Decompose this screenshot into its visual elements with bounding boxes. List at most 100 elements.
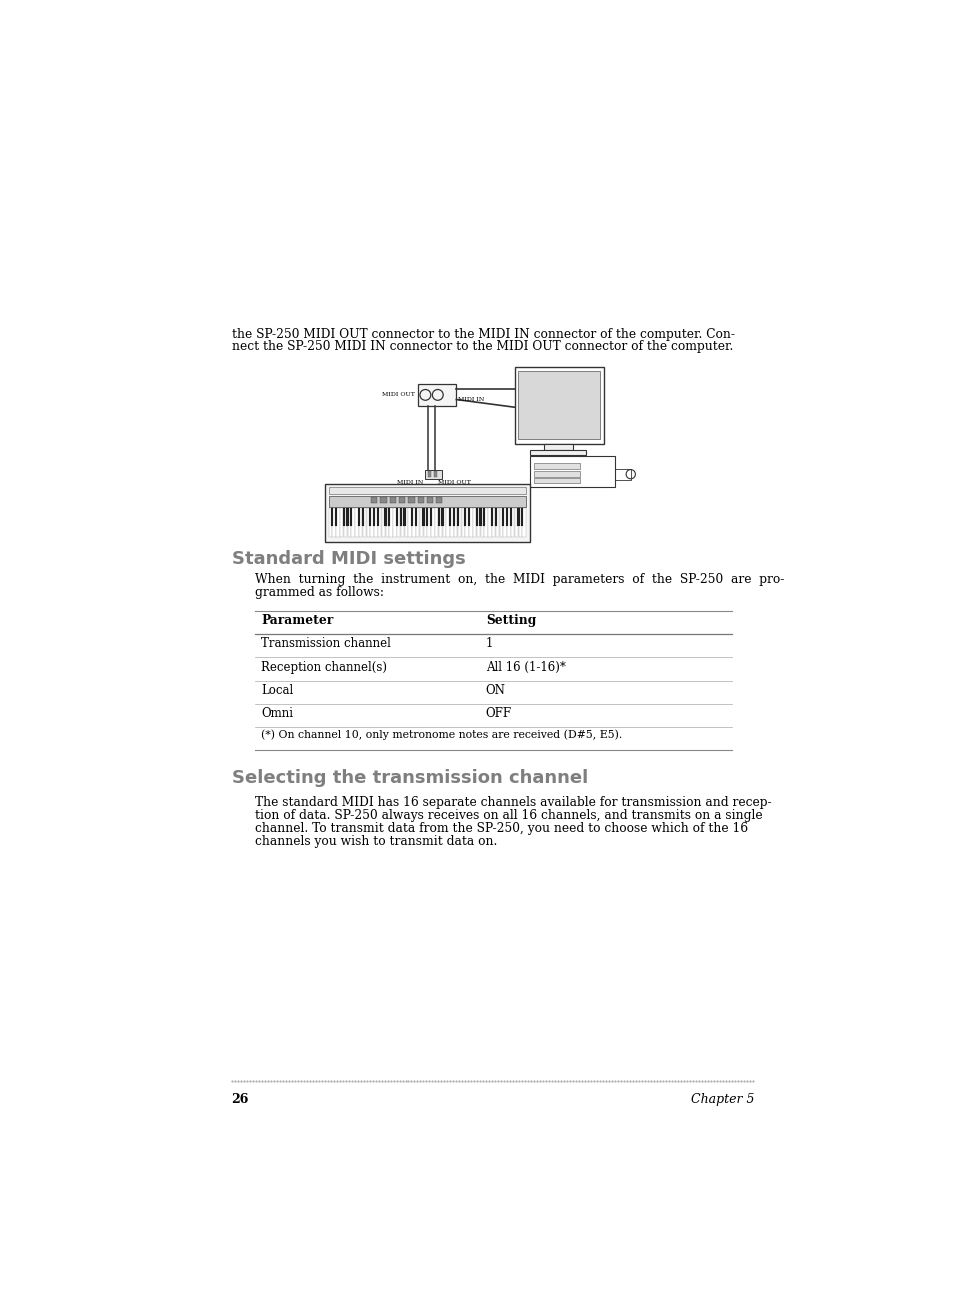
Bar — [517, 371, 599, 438]
Bar — [488, 508, 491, 538]
Bar — [385, 508, 389, 538]
Bar — [366, 508, 370, 538]
Bar — [381, 508, 385, 538]
Bar — [437, 508, 439, 526]
Bar — [396, 508, 400, 538]
Bar — [411, 508, 413, 526]
Bar — [503, 508, 506, 538]
Bar — [422, 508, 424, 526]
Bar — [361, 508, 363, 526]
Text: MIDI OUT: MIDI OUT — [437, 480, 470, 484]
Bar — [494, 508, 497, 526]
Bar — [377, 508, 381, 538]
Text: tion of data. SP-250 always receives on all 16 channels, and transmits on a sing: tion of data. SP-250 always receives on … — [254, 810, 761, 823]
Text: MIDI IN: MIDI IN — [396, 480, 422, 484]
Bar — [453, 508, 455, 526]
Text: MIDI IN: MIDI IN — [457, 398, 484, 402]
Bar — [479, 508, 481, 526]
Text: ON: ON — [485, 684, 505, 697]
Text: Parameter: Parameter — [261, 615, 333, 628]
Bar — [434, 471, 436, 477]
Bar — [476, 508, 479, 538]
Bar — [534, 471, 579, 476]
Bar — [371, 497, 377, 504]
Bar — [380, 497, 386, 504]
Bar — [342, 508, 344, 526]
Text: Local: Local — [261, 684, 293, 697]
Bar — [384, 508, 386, 526]
Text: 26: 26 — [232, 1092, 249, 1105]
Bar — [427, 471, 431, 477]
Bar — [507, 508, 510, 538]
Bar — [373, 508, 375, 526]
Text: MIDI OUT: MIDI OUT — [382, 392, 415, 398]
Bar — [412, 508, 416, 538]
Bar — [490, 508, 493, 526]
Bar — [515, 508, 517, 538]
Bar — [424, 470, 441, 479]
Bar — [476, 508, 477, 526]
Bar — [438, 508, 441, 538]
Text: OFF: OFF — [485, 706, 512, 719]
Bar — [417, 385, 456, 405]
Bar — [496, 508, 498, 538]
Bar — [423, 508, 427, 538]
Bar — [416, 508, 419, 538]
Text: 1: 1 — [485, 637, 493, 650]
Bar — [518, 508, 521, 538]
Bar — [399, 508, 401, 526]
Bar — [408, 497, 415, 504]
Bar — [441, 508, 443, 526]
Text: channel. To transmit data from the SP-250, you need to choose which of the 16: channel. To transmit data from the SP-25… — [254, 823, 747, 836]
Bar — [457, 508, 460, 538]
Bar — [464, 508, 466, 526]
Bar — [461, 508, 464, 538]
Bar — [388, 508, 390, 526]
Bar — [347, 508, 351, 538]
Text: Standard MIDI settings: Standard MIDI settings — [232, 549, 465, 568]
Bar — [355, 508, 358, 538]
Bar — [465, 508, 468, 538]
Text: The standard MIDI has 16 separate channels available for transmission and recep-: The standard MIDI has 16 separate channe… — [254, 797, 771, 810]
Bar — [520, 508, 523, 526]
Text: (*) On channel 10, only metronome notes are received (D#5, E5).: (*) On channel 10, only metronome notes … — [261, 730, 621, 740]
Bar — [339, 508, 343, 538]
Bar — [395, 508, 397, 526]
Bar — [517, 508, 519, 526]
Text: Setting: Setting — [485, 615, 536, 628]
Bar — [483, 508, 485, 526]
Bar — [404, 508, 408, 538]
Text: grammed as follows:: grammed as follows: — [254, 586, 383, 599]
Bar — [389, 508, 393, 538]
Bar — [376, 508, 378, 526]
Bar — [473, 508, 476, 538]
Bar — [419, 508, 423, 538]
Bar — [456, 508, 458, 526]
Bar — [324, 484, 530, 542]
Bar — [332, 508, 335, 538]
Bar — [450, 508, 453, 538]
Bar — [514, 368, 603, 445]
Bar — [436, 497, 442, 504]
Text: Transmission channel: Transmission channel — [261, 637, 391, 650]
Bar — [499, 508, 502, 538]
Bar — [442, 508, 445, 538]
Bar — [511, 508, 514, 538]
Bar — [403, 508, 405, 526]
Bar — [431, 508, 434, 538]
Bar — [484, 508, 487, 538]
Bar — [435, 508, 437, 538]
Bar — [369, 508, 371, 526]
Bar — [390, 497, 395, 504]
Text: nect the SP-250 MIDI IN connector to the MIDI OUT connector of the computer.: nect the SP-250 MIDI IN connector to the… — [232, 340, 732, 353]
Bar — [430, 508, 432, 526]
Text: Reception channel(s): Reception channel(s) — [261, 661, 387, 674]
Bar — [351, 508, 355, 538]
Bar — [374, 508, 377, 538]
Bar — [501, 508, 504, 526]
Bar — [427, 497, 433, 504]
Bar — [335, 508, 336, 526]
Bar — [446, 508, 449, 538]
Bar — [534, 477, 579, 484]
Bar — [408, 508, 412, 538]
